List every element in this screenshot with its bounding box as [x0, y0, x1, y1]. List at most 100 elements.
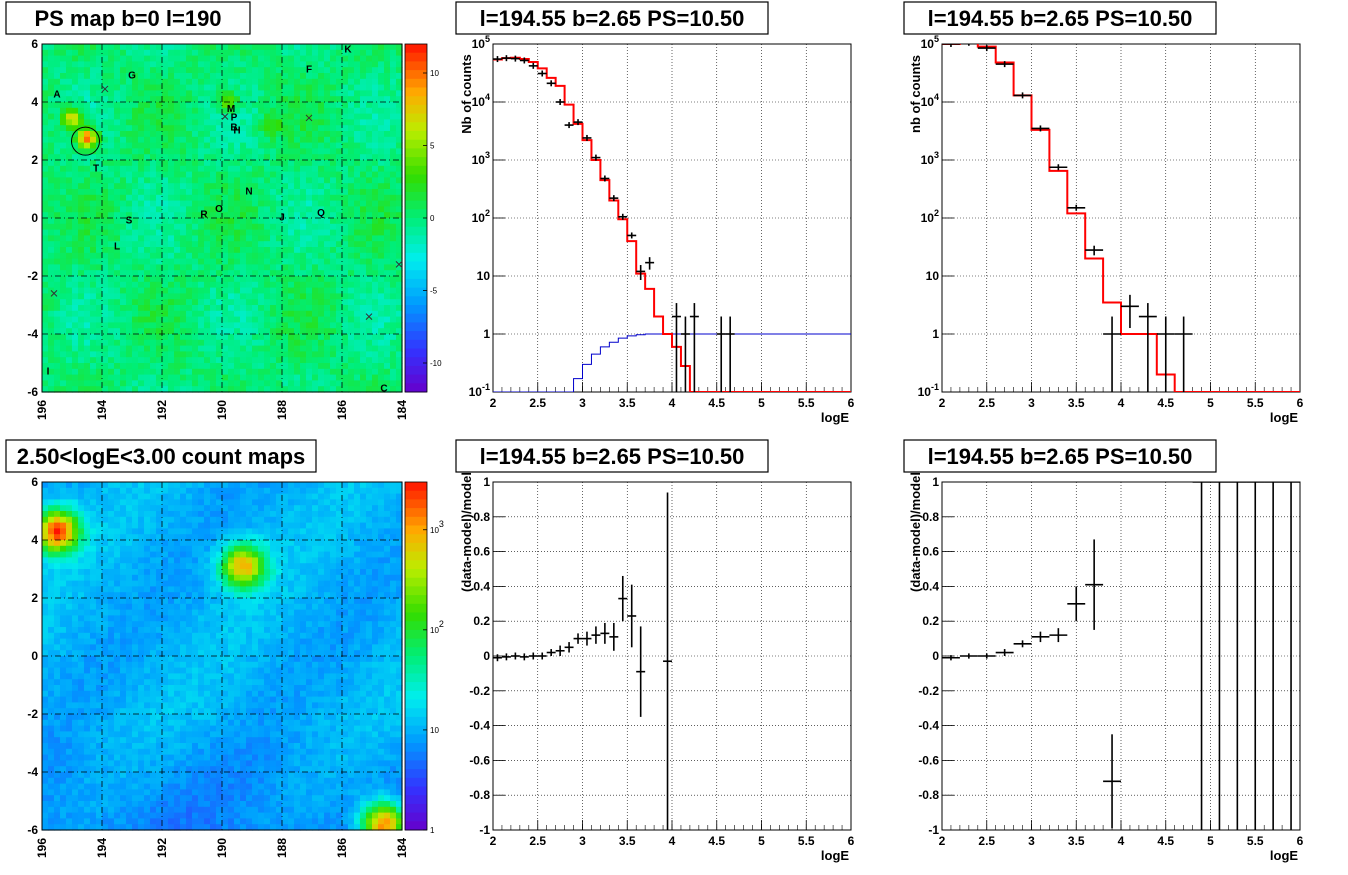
- map-pixel: [144, 206, 151, 213]
- map-pixel: [150, 310, 157, 318]
- map-pixel: [42, 748, 49, 756]
- map-pixel: [336, 339, 343, 347]
- map-pixel: [150, 194, 157, 202]
- map-pixel: [60, 368, 67, 376]
- map-pixel: [138, 499, 145, 506]
- map-pixel: [372, 241, 379, 248]
- map-pixel: [120, 305, 127, 312]
- map-pixel: [162, 363, 169, 370]
- map-pixel: [366, 107, 373, 115]
- map-pixel: [378, 148, 385, 155]
- map-pixel: [348, 281, 355, 289]
- map-pixel: [150, 380, 157, 387]
- map-pixel: [258, 107, 265, 115]
- map-pixel: [60, 772, 67, 779]
- map-pixel: [306, 200, 313, 207]
- colorbar-step: [405, 44, 427, 54]
- map-pixel: [102, 316, 109, 323]
- map-pixel: [348, 44, 355, 51]
- map-pixel: [60, 516, 67, 524]
- map-pixel: [234, 345, 241, 352]
- map-pixel: [90, 528, 97, 535]
- map-pixel: [192, 142, 199, 149]
- map-pixel: [168, 67, 175, 74]
- map-pixel: [294, 107, 301, 115]
- map-pixel: [276, 305, 283, 312]
- map-pixel: [282, 363, 289, 370]
- map-pixel: [312, 44, 319, 51]
- map-pixel: [354, 357, 361, 364]
- map-pixel: [210, 293, 217, 300]
- map-pixel: [84, 363, 91, 370]
- map-pixel: [258, 90, 265, 97]
- map-pixel: [300, 55, 307, 62]
- map-pixel: [144, 380, 151, 387]
- map-pixel: [204, 281, 211, 289]
- map-pixel: [366, 334, 373, 341]
- map-pixel: [396, 218, 403, 225]
- map-pixel: [60, 194, 67, 202]
- map-pixel: [66, 667, 73, 674]
- map-pixel: [114, 574, 121, 582]
- map-pixel: [324, 119, 331, 126]
- map-pixel: [72, 818, 79, 825]
- map-pixel: [198, 200, 205, 207]
- map-pixel: [108, 44, 115, 51]
- map-pixel: [348, 119, 355, 126]
- map-pixel: [192, 287, 199, 294]
- map-pixel: [180, 44, 187, 51]
- map-pixel: [240, 281, 247, 289]
- map-pixel: [90, 789, 97, 796]
- map-pixel: [108, 84, 115, 91]
- map-pixel: [126, 218, 133, 225]
- map-pixel: [90, 627, 97, 634]
- map-pixel: [378, 334, 385, 341]
- map-pixel: [96, 264, 103, 271]
- map-pixel: [360, 61, 367, 68]
- map-pixel: [270, 223, 277, 231]
- map-pixel: [360, 78, 367, 86]
- map-pixel: [84, 107, 91, 115]
- map-pixel: [156, 235, 163, 242]
- map-pixel: [108, 113, 115, 120]
- map-pixel: [90, 522, 97, 529]
- map-pixel: [114, 685, 121, 692]
- map-pixel: [342, 73, 349, 80]
- map-pixel: [42, 754, 49, 761]
- map-pixel: [372, 380, 379, 387]
- map-pixel: [318, 212, 325, 219]
- map-pixel: [72, 368, 79, 376]
- map-pixel: [216, 328, 223, 335]
- map-pixel: [204, 380, 211, 387]
- map-pixel: [318, 258, 325, 265]
- map-pixel: [270, 107, 277, 115]
- map-pixel: [60, 557, 67, 564]
- map-pixel: [54, 627, 61, 634]
- map-pixel: [132, 621, 139, 628]
- map-pixel: [48, 482, 55, 489]
- map-pixel: [126, 487, 133, 495]
- map-pixel: [318, 177, 325, 184]
- cross-marker: [101, 85, 109, 93]
- map-pixel: [96, 719, 103, 727]
- map-pixel: [156, 177, 163, 184]
- map-pixel: [96, 310, 103, 318]
- map-pixel: [342, 160, 349, 167]
- map-pixel: [78, 702, 85, 709]
- map-pixel: [78, 569, 85, 576]
- map-pixel: [108, 557, 115, 564]
- map-pixel: [54, 522, 61, 529]
- map-pixel: [366, 67, 373, 74]
- title-frame: [5, 439, 317, 473]
- map-pixel: [306, 281, 313, 289]
- map-pixel: [120, 586, 127, 593]
- map-pixel: [102, 310, 109, 318]
- map-pixel: [288, 287, 295, 294]
- map-pixel: [336, 310, 343, 318]
- map-pixel: [138, 247, 145, 254]
- map-pixel: [90, 241, 97, 248]
- map-pixel: [72, 516, 79, 524]
- map-pixel: [114, 189, 121, 196]
- map-pixel: [318, 125, 325, 132]
- map-pixel: [282, 287, 289, 294]
